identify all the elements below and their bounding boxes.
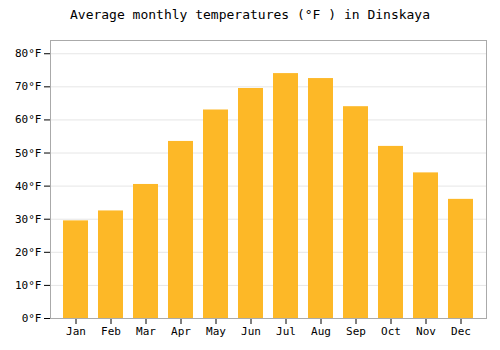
svg-text:Feb: Feb bbox=[101, 325, 121, 338]
svg-text:Mar: Mar bbox=[136, 325, 156, 338]
svg-text:Nov: Nov bbox=[416, 325, 436, 338]
svg-text:20°F: 20°F bbox=[15, 246, 42, 259]
svg-text:10°F: 10°F bbox=[15, 279, 42, 292]
html-text:Average monthly temperatures (: Average monthly temperatures (°F ) in Di… bbox=[70, 7, 430, 22]
svg-text:Apr: Apr bbox=[171, 325, 191, 338]
svg-text:80°F: 80°F bbox=[15, 47, 42, 60]
svg-text:May: May bbox=[206, 325, 226, 338]
svg-text:40°F: 40°F bbox=[15, 180, 42, 193]
svg-text:50°F: 50°F bbox=[15, 147, 42, 160]
svg-text:60°F: 60°F bbox=[15, 113, 42, 126]
svg-text:Jul: Jul bbox=[276, 325, 296, 338]
svg-text:Sep: Sep bbox=[346, 325, 366, 338]
svg-text:Oct: Oct bbox=[381, 325, 401, 338]
svg-text:Jun: Jun bbox=[241, 325, 261, 338]
svg-text:Aug: Aug bbox=[311, 325, 331, 338]
svg-text:0°F: 0°F bbox=[22, 312, 42, 325]
svg-text:30°F: 30°F bbox=[15, 213, 42, 226]
svg-text:Jan: Jan bbox=[66, 325, 86, 338]
svg-text:Dec: Dec bbox=[451, 325, 471, 338]
svg-text:70°F: 70°F bbox=[15, 80, 42, 93]
